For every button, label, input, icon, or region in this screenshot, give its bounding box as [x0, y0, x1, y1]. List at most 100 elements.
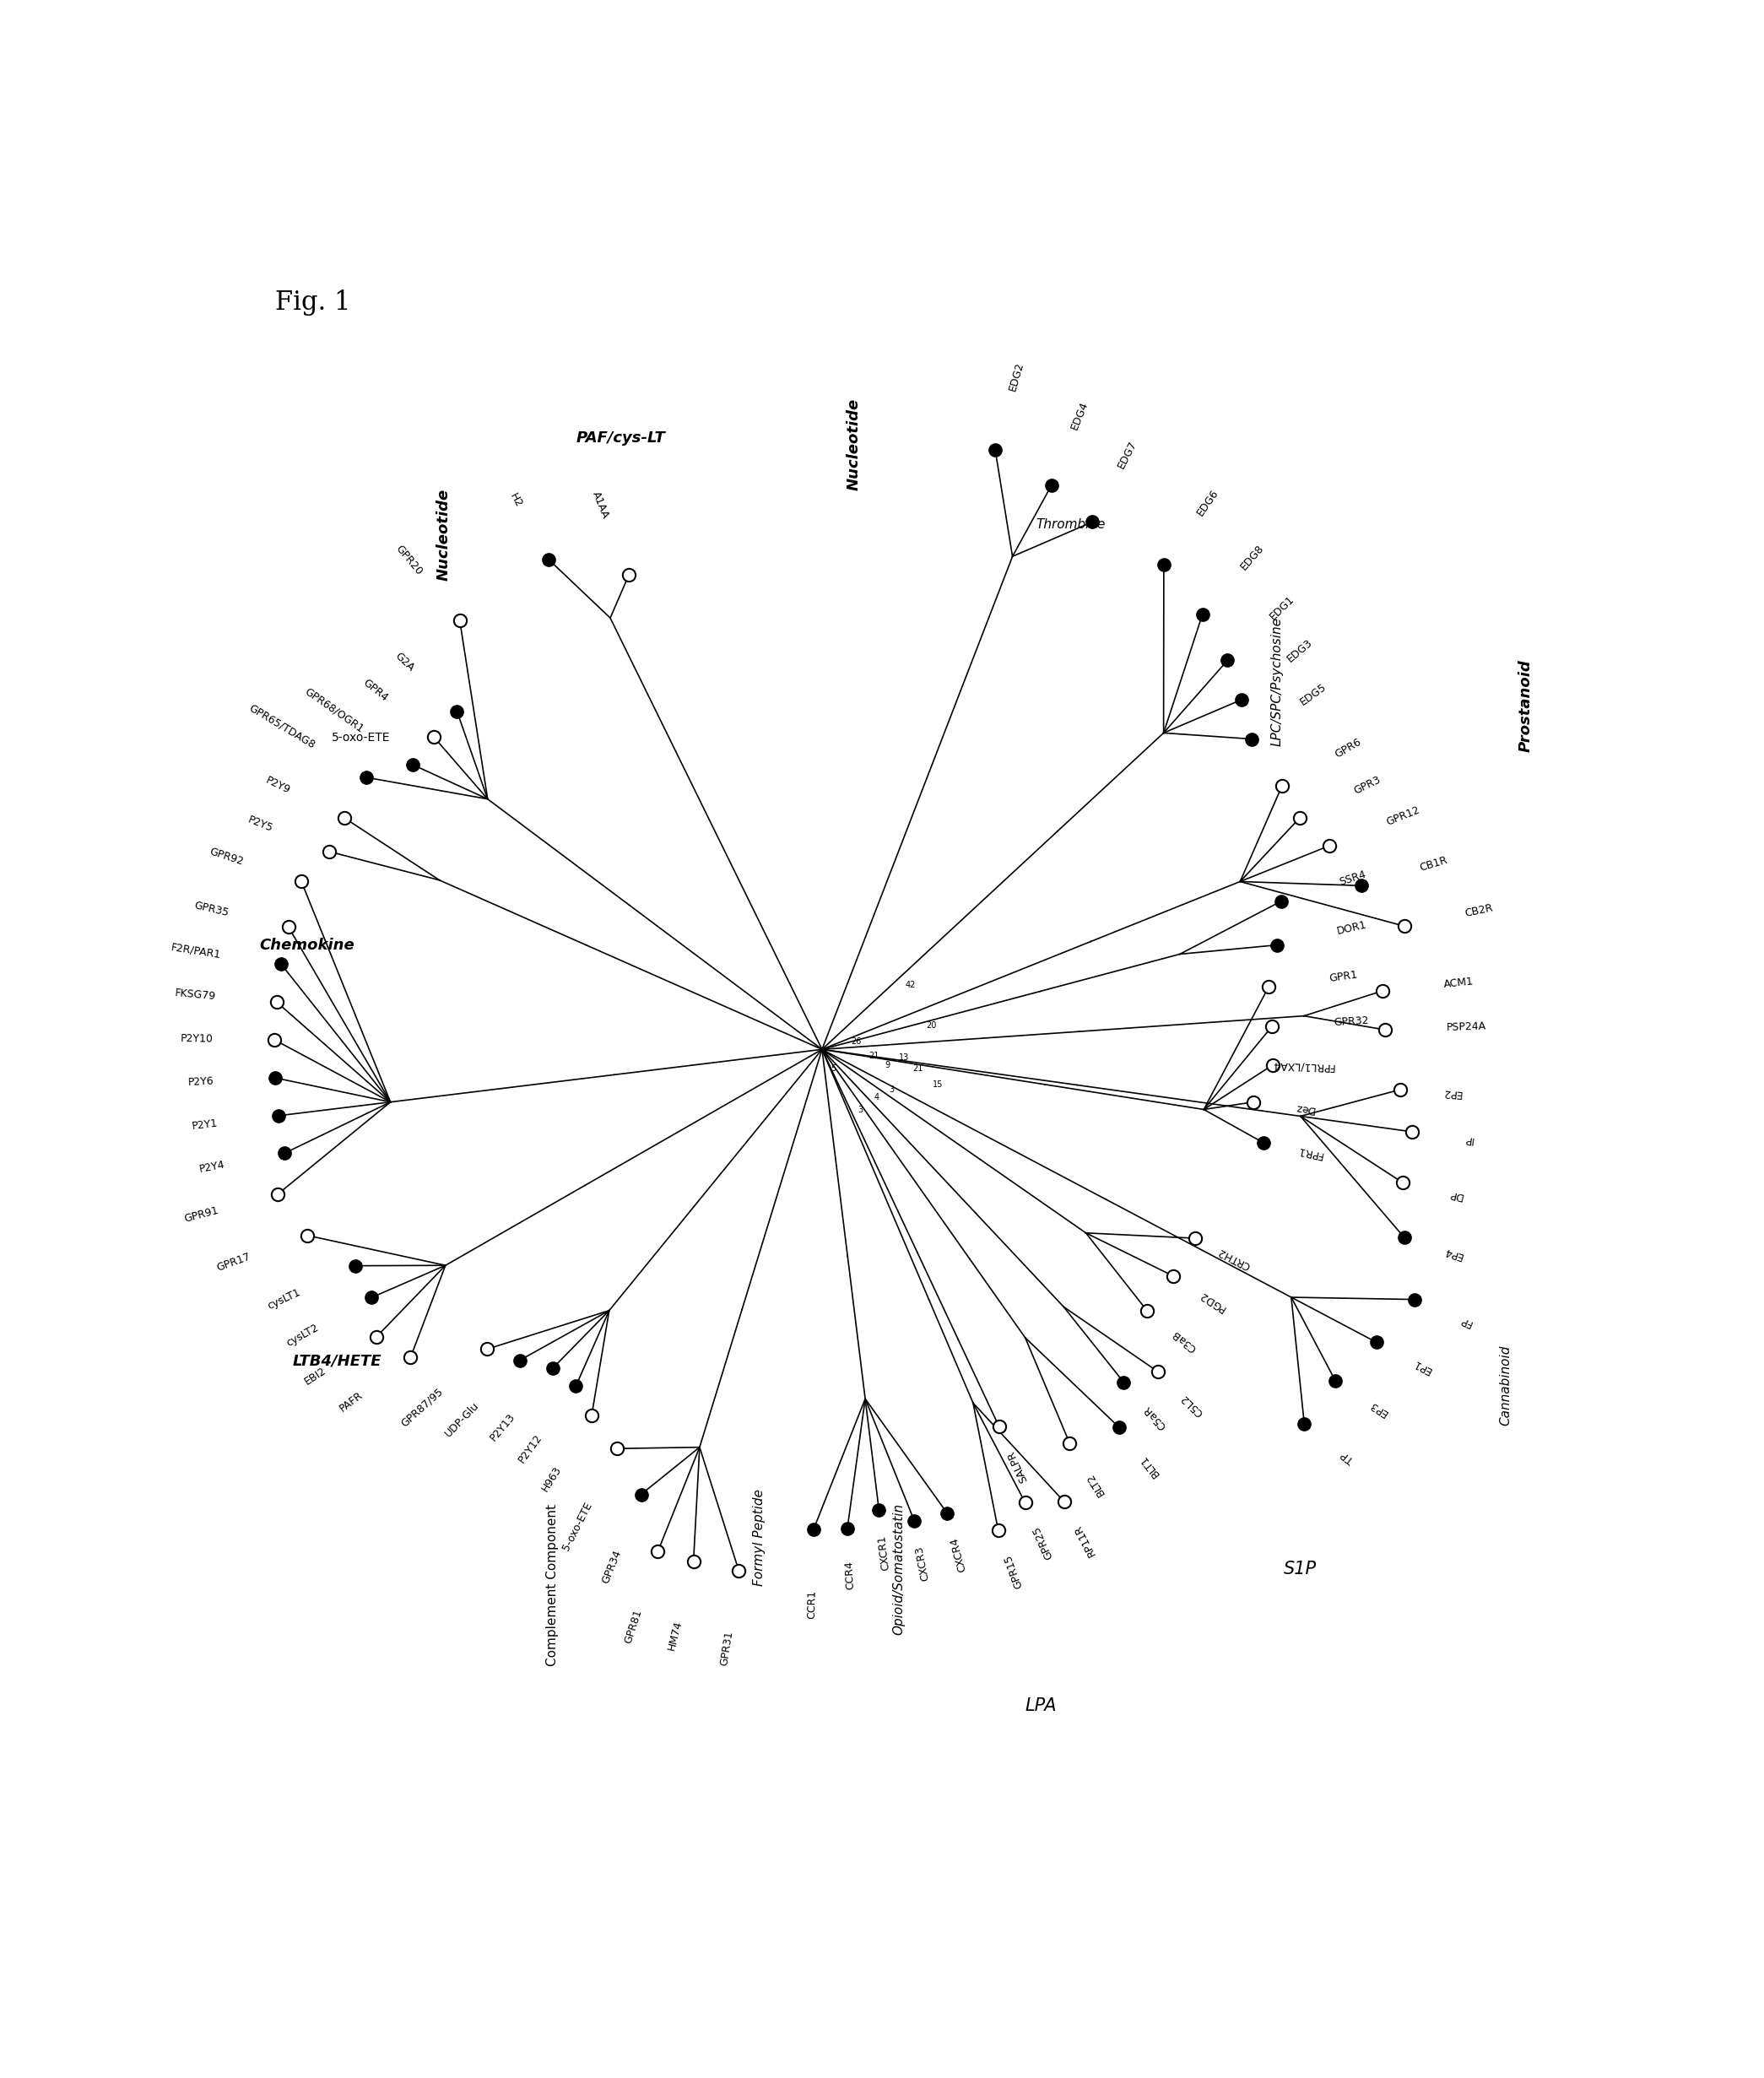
Text: Chemokine: Chemokine: [259, 937, 355, 954]
Text: Thrombine: Thrombine: [1035, 517, 1106, 530]
Text: CXCR3: CXCR3: [914, 1544, 931, 1581]
Text: P2Y9: P2Y9: [263, 775, 291, 796]
Text: F2R/PAR1: F2R/PAR1: [169, 941, 222, 960]
Text: 3: 3: [889, 1085, 894, 1093]
Text: LTB4/HETE: LTB4/HETE: [293, 1353, 381, 1369]
Text: S1P: S1P: [1284, 1561, 1318, 1577]
Text: 4: 4: [875, 1093, 878, 1101]
Text: P2Y4: P2Y4: [198, 1160, 226, 1176]
Text: P2Y6: P2Y6: [187, 1076, 215, 1089]
Text: P2Y1: P2Y1: [191, 1118, 219, 1133]
Text: GPR6: GPR6: [1332, 736, 1364, 761]
Text: UDP-Glu: UDP-Glu: [443, 1401, 482, 1440]
Text: P2Y13: P2Y13: [489, 1411, 519, 1444]
Text: EDG1: EDG1: [1268, 594, 1297, 621]
Text: P2Y5: P2Y5: [247, 815, 275, 833]
Text: cysLT2: cysLT2: [284, 1322, 321, 1349]
Text: GPR87/95: GPR87/95: [399, 1386, 445, 1430]
Text: Nucleotide: Nucleotide: [436, 488, 452, 580]
Text: Cannabinoid: Cannabinoid: [1499, 1344, 1512, 1426]
Text: 13: 13: [900, 1054, 908, 1062]
Text: FKSG79: FKSG79: [175, 987, 215, 1002]
Text: Prostanoid: Prostanoid: [1519, 659, 1533, 752]
Text: LPC/SPC/Psychosine: LPC/SPC/Psychosine: [1270, 617, 1284, 746]
Text: BLT2: BLT2: [1085, 1471, 1106, 1498]
Text: GPR1: GPR1: [1328, 968, 1358, 985]
Text: CCR4: CCR4: [843, 1561, 856, 1590]
Text: H963: H963: [540, 1465, 564, 1494]
Text: 20: 20: [926, 1020, 937, 1029]
Text: EDG2: EDG2: [1007, 362, 1025, 393]
Text: 15: 15: [933, 1081, 944, 1089]
Text: H2: H2: [508, 490, 524, 509]
Text: CRTH2: CRTH2: [1215, 1245, 1252, 1272]
Text: Dez: Dez: [1293, 1101, 1314, 1116]
Text: GPR31: GPR31: [718, 1629, 736, 1667]
Text: HM74: HM74: [667, 1619, 684, 1652]
Text: FPRL1/LXA4: FPRL1/LXA4: [1270, 1060, 1334, 1072]
Text: CXCR1: CXCR1: [877, 1534, 893, 1571]
Text: 5-oxo-ETE: 5-oxo-ETE: [561, 1500, 594, 1552]
Text: P2Y12: P2Y12: [517, 1432, 545, 1465]
Text: FPR1: FPR1: [1297, 1145, 1325, 1160]
Text: GPR81: GPR81: [623, 1608, 644, 1644]
Text: A1AA: A1AA: [591, 490, 610, 520]
Text: C5L2: C5L2: [1178, 1392, 1207, 1417]
Text: GPR25: GPR25: [1030, 1523, 1055, 1561]
Text: C5aR: C5aR: [1141, 1403, 1170, 1432]
Text: CXCR4: CXCR4: [949, 1536, 968, 1573]
Text: GPR32: GPR32: [1334, 1016, 1369, 1029]
Text: TP: TP: [1339, 1448, 1357, 1465]
Text: SALPR: SALPR: [1005, 1448, 1030, 1484]
Text: SSR4: SSR4: [1339, 869, 1367, 887]
Text: DP: DP: [1446, 1189, 1464, 1201]
Text: EP3: EP3: [1367, 1398, 1390, 1419]
Text: cysLT1: cysLT1: [265, 1286, 302, 1311]
Text: GPR17: GPR17: [215, 1251, 252, 1274]
Text: EBI2: EBI2: [302, 1365, 328, 1388]
Text: GPR68/OGR1: GPR68/OGR1: [303, 686, 367, 734]
Text: Fig. 1: Fig. 1: [275, 289, 351, 316]
Text: RP11R: RP11R: [1073, 1523, 1097, 1558]
Text: CB1R: CB1R: [1418, 854, 1448, 873]
Text: DOR1: DOR1: [1335, 918, 1367, 937]
Text: 21: 21: [912, 1064, 923, 1072]
Text: LPA: LPA: [1025, 1698, 1057, 1714]
Text: GPR91: GPR91: [183, 1205, 220, 1224]
Text: FP: FP: [1457, 1313, 1473, 1328]
Text: PSP24A: PSP24A: [1446, 1020, 1487, 1033]
Text: EDG7: EDG7: [1115, 438, 1140, 470]
Text: GPR65/TDAG8: GPR65/TDAG8: [247, 702, 318, 750]
Text: 3: 3: [857, 1105, 863, 1114]
Text: C3aB: C3aB: [1170, 1328, 1198, 1353]
Text: EP4: EP4: [1441, 1245, 1464, 1261]
Text: EDG5: EDG5: [1298, 682, 1328, 709]
Text: ACM1: ACM1: [1443, 977, 1475, 989]
Text: Opioid/Somatostatin: Opioid/Somatostatin: [893, 1504, 905, 1635]
Text: GPR4: GPR4: [362, 677, 390, 702]
Text: CCR1: CCR1: [806, 1590, 818, 1619]
Text: PAFR: PAFR: [337, 1390, 365, 1415]
Text: P2Y10: P2Y10: [180, 1033, 213, 1045]
Text: EP1: EP1: [1411, 1357, 1432, 1376]
Text: CB2R: CB2R: [1464, 902, 1494, 918]
Text: 21: 21: [868, 1051, 878, 1060]
Text: GPR3: GPR3: [1353, 773, 1383, 796]
Text: 42: 42: [905, 981, 916, 989]
Text: 5: 5: [831, 1064, 836, 1072]
Text: Complement Component: Complement Component: [547, 1504, 559, 1667]
Text: Nucleotide: Nucleotide: [847, 399, 861, 490]
Text: GPR15: GPR15: [1002, 1552, 1025, 1590]
Text: PAF/cys-LT: PAF/cys-LT: [577, 430, 665, 447]
Text: 9: 9: [886, 1062, 891, 1070]
Text: GPR12: GPR12: [1385, 804, 1422, 827]
Text: Formyl Peptide: Formyl Peptide: [753, 1490, 766, 1586]
Text: 5-oxo-ETE: 5-oxo-ETE: [332, 731, 390, 744]
Text: GPR20: GPR20: [393, 542, 425, 578]
Text: BLT1: BLT1: [1138, 1453, 1161, 1480]
Text: EDG3: EDG3: [1284, 638, 1314, 665]
Text: PGD2: PGD2: [1198, 1288, 1228, 1313]
Text: GPR34: GPR34: [600, 1548, 623, 1586]
Text: EP2: EP2: [1441, 1087, 1462, 1099]
Text: GPR92: GPR92: [208, 846, 245, 869]
